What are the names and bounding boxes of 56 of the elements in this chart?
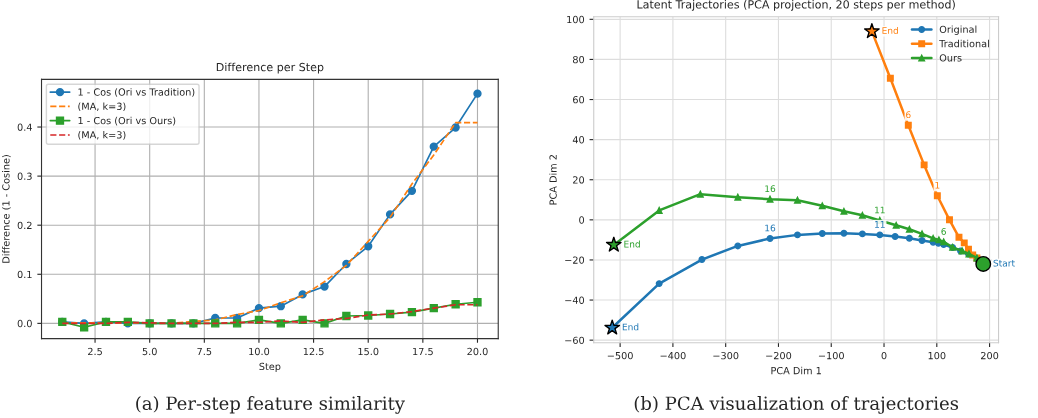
y-tick-label: −60 [565,336,585,344]
x-tick-label: 15.0 [358,347,379,356]
x-tick-label: 2.5 [88,347,102,356]
annotation: Start [993,259,1015,267]
legend-label: (MA, k=3) [78,102,126,112]
x-tick-label: 0 [881,351,887,360]
annotation: 11 [875,206,885,214]
x-tick-label: 5.0 [142,347,157,356]
x-axis-title: Step [259,362,281,372]
y-tick-label: 0.3 [17,172,32,180]
x-tick-label: −500 [607,351,633,360]
legend-label: Traditional [939,39,989,48]
annotation: 16 [765,185,776,193]
y-axis-title: Difference (1 - Cosine) [2,155,11,263]
y-tick-label: 20 [573,176,585,184]
x-tick-label: 10.0 [249,347,270,356]
x-tick-label: 12.5 [303,347,324,356]
y-axis-title: PCA Dim 2 [549,155,557,205]
y-tick-label: 100 [567,15,585,24]
x-tick-label: 7.5 [197,347,212,356]
legend-label: 1 - Cos (Ori vs Ours) [78,116,176,126]
annotation: 6 [906,111,911,119]
x-tick-label: 200 [981,351,999,360]
x-tick-label: 100 [928,351,946,360]
x-tick-label: −300 [713,351,739,360]
annotation: 6 [941,227,946,235]
y-tick-label: 0.0 [17,319,32,328]
x-tick-label: 17.5 [413,347,433,356]
chart-title: Difference per Step [216,62,324,74]
x-tick-label: 20.0 [467,347,488,356]
annotation: 1 [935,181,940,189]
annotation: 16 [765,224,776,232]
y-tick-label: 0.2 [17,221,32,230]
legend-label: Original [939,25,977,35]
legend-label: Ours [939,54,962,62]
y-tick-label: −20 [565,256,585,264]
y-tick-label: 0.4 [17,123,32,131]
x-tick-label: −100 [818,351,844,360]
x-tick-label: −400 [660,351,686,360]
y-tick-label: −40 [565,296,585,304]
x-tick-label: −200 [766,351,792,360]
annotation: End [624,240,640,248]
y-tick-label: 0.1 [17,270,32,279]
legend-label: (MA, k=3) [78,130,126,140]
annotation: End [622,323,639,331]
y-tick-label: 40 [572,136,585,144]
y-tick-label: 60 [573,96,585,104]
text: (a) Per-step feature similarity [136,396,405,414]
x-axis-title: PCA Dim 1 [771,366,821,375]
legend-label: 1 - Cos (Ori vs Tradition) [78,88,195,97]
y-tick-label: 0 [579,216,585,224]
annotation: End [882,26,898,34]
annotation: 11 [875,221,885,228]
chart-title: Latent Trajectories (PCA projection, 20 steps per method) [637,0,955,11]
text: (b) PCA visualization of trajectories [634,396,959,414]
y-tick-label: 80 [573,55,585,64]
